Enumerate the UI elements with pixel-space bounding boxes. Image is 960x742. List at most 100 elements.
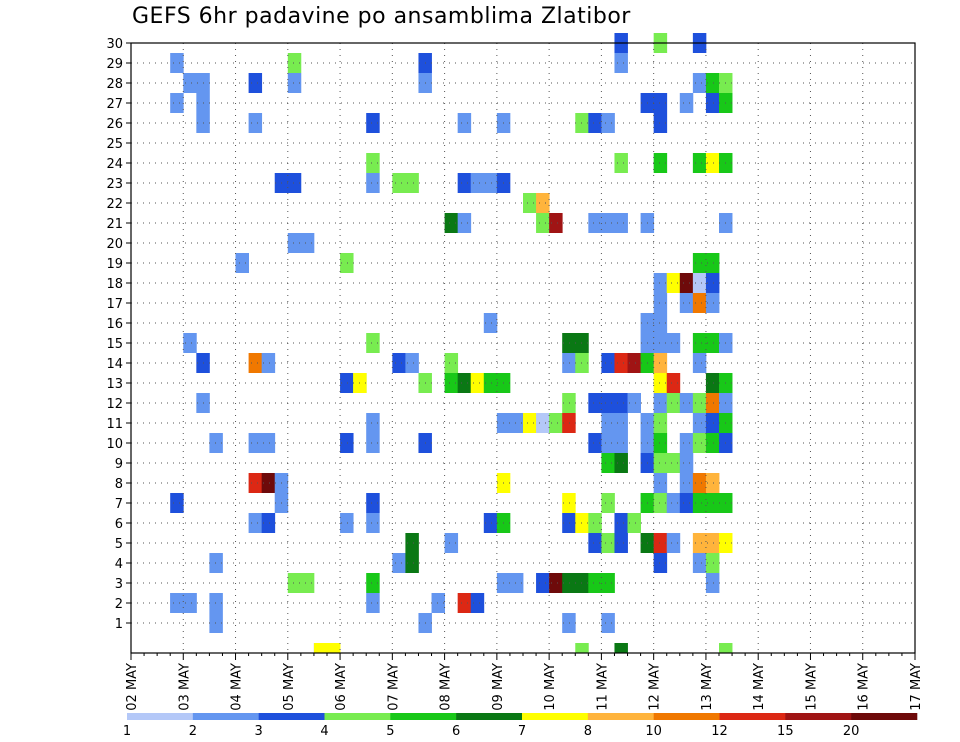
- heatmap-cell: [170, 593, 184, 613]
- colorbar-swatch: [851, 713, 918, 720]
- y-tick-label: 15: [106, 337, 123, 352]
- heatmap-cell: [614, 213, 628, 233]
- y-tick-label: 3: [115, 577, 123, 592]
- heatmap-cell: [627, 353, 641, 373]
- x-tick-label: 11 MAY: [595, 663, 610, 711]
- colorbar-label: 3: [255, 724, 263, 739]
- heatmap-cell: [679, 293, 694, 313]
- y-tick-label: 23: [106, 177, 123, 192]
- y-tick-label: 25: [106, 137, 123, 152]
- heatmap-cell: [601, 413, 615, 433]
- colorbar-swatch: [653, 713, 720, 720]
- y-tick-label: 17: [106, 297, 123, 312]
- heatmap-cell: [235, 253, 249, 273]
- heatmap-cell: [692, 413, 707, 433]
- heatmap-cell: [248, 433, 263, 453]
- colorbar-label: 15: [777, 724, 794, 739]
- heatmap-cell: [366, 333, 380, 353]
- y-tick-label: 14: [106, 357, 123, 372]
- heatmap-cell: [444, 533, 459, 553]
- heatmap-cell: [705, 413, 720, 433]
- heatmap-cell: [287, 173, 302, 193]
- heatmap-cell: [705, 153, 720, 173]
- heatmap-cell: [183, 593, 197, 613]
- heatmap-cell: [562, 573, 576, 593]
- heatmap-cell: [457, 593, 472, 613]
- x-tick-label: 17 MAY: [909, 663, 924, 711]
- heatmap-cell: [601, 113, 615, 133]
- heatmap-cell: [536, 573, 550, 593]
- colorbar-label: 12: [711, 724, 728, 739]
- heatmap-cell: [705, 533, 720, 553]
- y-tick-label: 10: [106, 437, 123, 452]
- heatmap-cell: [209, 613, 223, 633]
- heatmap-cell: [601, 493, 615, 513]
- heatmap-cell: [653, 493, 668, 513]
- x-tick-label: 03 MAY: [177, 663, 192, 711]
- x-tick-label: 15 MAY: [804, 663, 819, 711]
- heatmap-cell: [705, 393, 720, 413]
- heatmap-cell: [653, 433, 668, 453]
- y-tick-label: 28: [106, 77, 123, 92]
- heatmap-cell: [666, 493, 681, 513]
- heatmap-cell: [405, 173, 419, 193]
- y-tick-label: 30: [106, 37, 123, 52]
- y-tick-label: 22: [106, 197, 123, 212]
- heatmap-cell: [457, 113, 472, 133]
- heatmap-cell: [705, 473, 720, 493]
- heatmap-cell: [588, 513, 602, 533]
- heatmap-cell: [614, 413, 628, 433]
- heatmap-cell: [287, 233, 302, 253]
- heatmap-cell: [614, 513, 628, 533]
- heatmap-cell: [470, 593, 485, 613]
- heatmap-cell: [666, 273, 681, 293]
- y-tick-label: 21: [106, 217, 123, 232]
- heatmap-cell: [340, 513, 354, 533]
- heatmap-cell: [692, 273, 707, 293]
- heatmap-cell: [483, 373, 498, 393]
- heatmap-cell: [679, 393, 694, 413]
- x-tick-label: 12 MAY: [648, 663, 663, 711]
- heatmap-cell: [614, 453, 628, 473]
- heatmap-cell: [666, 533, 681, 553]
- colorbar-label: 8: [584, 724, 592, 739]
- heatmap-cell: [653, 553, 668, 573]
- heatmap-cell: [457, 373, 472, 393]
- y-tick-label: 24: [106, 157, 123, 172]
- heatmap-cell: [614, 153, 628, 173]
- heatmap-cell: [705, 93, 720, 113]
- y-tick-label: 16: [106, 317, 123, 332]
- heatmap-cell: [549, 573, 563, 593]
- heatmap-cell: [444, 353, 459, 373]
- y-tick-label: 5: [115, 537, 123, 552]
- heatmap-cell: [287, 73, 302, 93]
- colorbar-label: 6: [452, 724, 460, 739]
- colorbar-swatch: [785, 713, 852, 720]
- colorbar-swatch: [390, 713, 457, 720]
- heatmap-cell: [653, 373, 668, 393]
- heatmap-cell: [666, 393, 681, 413]
- heatmap-cell: [562, 613, 576, 633]
- heatmap-cell: [483, 173, 498, 193]
- heatmap-cell: [261, 513, 276, 533]
- heatmap-cell: [261, 433, 276, 453]
- heatmap-cell: [549, 213, 563, 233]
- heatmap-cell: [653, 473, 668, 493]
- heatmap-cell: [575, 643, 589, 653]
- heatmap-cell: [261, 353, 276, 373]
- x-tick-label: 16 MAY: [857, 663, 872, 711]
- heatmap-cell: [705, 333, 720, 353]
- heatmap-cell: [248, 513, 263, 533]
- heatmap-cell: [549, 413, 563, 433]
- colorbar-swatch: [587, 713, 654, 720]
- heatmap-cell: [679, 93, 694, 113]
- heatmap-cell: [601, 533, 615, 553]
- heatmap-cell: [287, 573, 302, 593]
- heatmap-cell: [366, 433, 380, 453]
- heatmap-cell: [614, 53, 628, 73]
- heatmap-cell: [248, 73, 263, 93]
- x-tick-label: 05 MAY: [282, 663, 297, 711]
- heatmap-cell: [692, 553, 707, 573]
- heatmap-cell: [313, 643, 328, 653]
- heatmap-cell: [679, 433, 694, 453]
